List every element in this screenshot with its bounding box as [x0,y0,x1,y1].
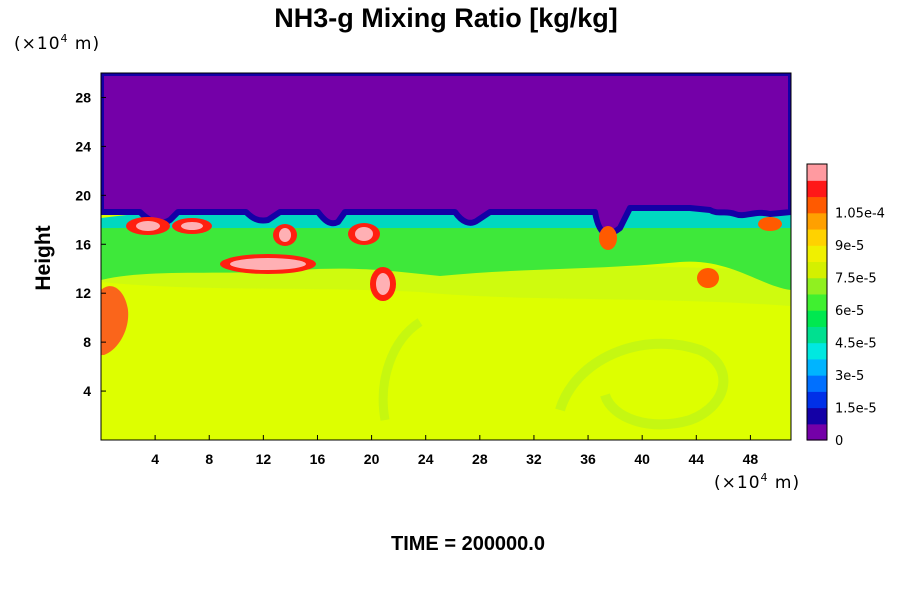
x-tick-label: 32 [526,451,542,467]
peak-core-3 [279,228,291,242]
colorbar-tick-label: 4.5e-5 [835,337,877,352]
colorbar-segment [807,358,827,376]
high-concentration-column [101,286,129,355]
colorbar-frame [806,163,828,441]
colorbar-segment [807,342,827,360]
colorbar-segment [807,423,827,441]
high-concentration-cell-7 [697,268,719,288]
y-axis-unit: (×104 m) [14,32,100,54]
colorbar-segment [807,391,827,409]
high-concentration-cell-6 [599,226,617,250]
x-tick-label: 48 [743,451,759,467]
high-concentration-cell-8 [758,217,782,231]
peak-core-5 [376,273,390,295]
y-tick-label: 12 [75,285,91,301]
colorbar-segment [807,164,827,181]
colorbar-segment [807,212,827,230]
y-axis-label: Height [32,225,55,290]
colorbar-tick-label: 9e-5 [835,239,864,254]
colorbar-segment [807,326,827,344]
x-tick-label: 8 [205,451,213,467]
x-tick-label: 12 [256,451,272,467]
colorbar-segment [807,407,827,425]
colorbar-segment [807,228,827,246]
x-tick-label: 16 [310,451,326,467]
x-axis-unit: (×104 m) [714,471,800,493]
colorbar-tick-label: 6e-5 [835,304,864,319]
heatmap-area [101,73,791,440]
interior-swirl-2 [378,318,423,421]
colorbar-tick-label: 1.5e-5 [835,402,877,417]
x-tick-label: 36 [580,451,596,467]
x-tick-label: 4 [151,451,159,467]
colorbar-tick-label: 0 [835,434,843,449]
x-unit-prefix: (×10 [714,473,761,493]
x-tick-label: 24 [418,451,434,467]
y-tick-label: 24 [75,138,91,154]
y-tick-label: 28 [75,89,91,105]
y-tick-label: 20 [75,187,91,203]
y-tick-label: 8 [83,334,91,350]
colorbar-segment [807,245,827,263]
colorbar-segment [807,277,827,295]
colorbar-segment [807,261,827,279]
colorbar-segment [807,310,827,327]
x-unit-exponent: 4 [761,471,769,484]
y-tick-label: 4 [83,383,91,399]
x-tick-label: 20 [364,451,380,467]
y-unit-suffix: m) [69,34,101,54]
colorbar-segment [807,293,827,311]
peak-core-band [230,258,306,270]
x-tick-label: 44 [689,451,705,467]
peak-core-2 [181,222,203,230]
colorbar-segment [807,375,827,392]
plot-frame [100,72,792,441]
x-tick-label: 28 [472,451,488,467]
colorbar-ticks: 0 1.5e-5 3e-5 4.5e-5 6e-5 7.5e-5 9e-5 1.05e-4 [835,207,885,449]
y-unit-exponent: 4 [61,32,69,45]
colorbar-tick-label: 7.5e-5 [835,272,877,287]
time-label: TIME = 200000.0 [391,533,545,555]
colorbar-tick-label: 1.05e-4 [835,207,885,222]
x-tick-label: 40 [634,451,650,467]
x-unit-suffix: m) [769,473,801,493]
y-tick-label: 16 [75,236,91,252]
y-unit-prefix: (×10 [14,34,61,54]
y-axis-ticks: 4 8 12 16 20 24 28 [75,89,106,399]
x-axis-ticks: 4 8 12 16 20 24 28 32 36 40 44 48 [151,435,758,467]
colorbar-segment [807,196,827,214]
peak-core-4 [355,227,373,241]
cloud-layer [101,228,791,290]
colorbar-tick-label: 3e-5 [835,369,864,384]
colorbar-segment [807,180,827,198]
colorbar [806,163,828,441]
depleted-region [101,73,791,237]
peak-core-1 [136,221,160,231]
interior-swirl [555,338,729,430]
chart-title: NH3-g Mixing Ratio [kg/kg] [274,3,618,33]
